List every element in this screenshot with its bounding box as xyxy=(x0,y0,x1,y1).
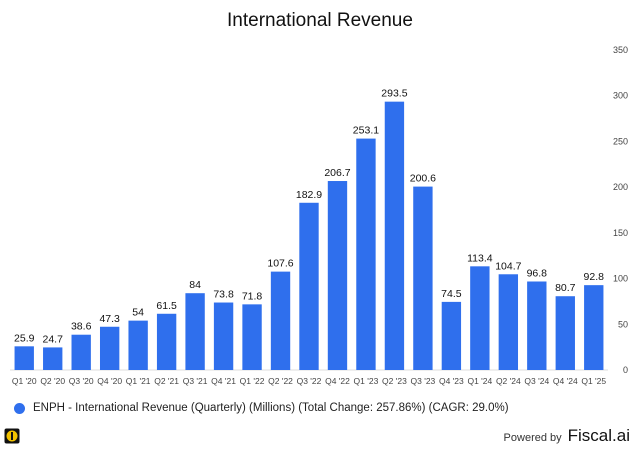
bar[interactable] xyxy=(242,304,262,370)
data-label: 113.4 xyxy=(467,252,493,264)
data-label: 54 xyxy=(132,307,144,319)
legend-marker xyxy=(14,402,25,414)
data-label: 61.5 xyxy=(156,300,177,312)
bar[interactable] xyxy=(128,320,148,370)
x-tick-label: Q1 '24 xyxy=(467,376,492,386)
bar[interactable] xyxy=(441,301,462,370)
bar[interactable] xyxy=(356,138,376,370)
data-label: 92.8 xyxy=(584,271,605,283)
x-tick-label: Q1 '23 xyxy=(354,376,379,386)
y-tick-label: 300 xyxy=(613,91,628,101)
x-tick-label: Q3 '23 xyxy=(411,376,436,386)
powered-by-label: Powered by xyxy=(503,432,562,444)
x-tick-label: Q1 '21 xyxy=(126,376,151,386)
y-tick-label: 0 xyxy=(623,365,628,375)
company-logo-icon xyxy=(4,428,20,444)
data-label: 84 xyxy=(189,279,201,291)
bar[interactable] xyxy=(270,271,291,370)
x-tick-label: Q2 '23 xyxy=(382,376,407,386)
x-tick-label: Q3 '22 xyxy=(297,376,322,386)
data-label: 104.7 xyxy=(495,260,521,272)
powered-by[interactable]: Powered by Fiscal.ai xyxy=(504,426,630,446)
data-label: 200.6 xyxy=(410,173,436,185)
data-label: 182.9 xyxy=(296,189,322,201)
x-tick-label: Q2 '20 xyxy=(40,376,65,386)
data-label: 47.3 xyxy=(99,313,120,325)
data-label: 80.7 xyxy=(555,282,576,294)
x-tick-label: Q4 '20 xyxy=(97,376,122,386)
bar[interactable] xyxy=(99,326,120,370)
y-tick-label: 50 xyxy=(618,319,628,329)
brand-name: Fiscal.ai xyxy=(567,426,630,445)
x-tick-label: Q4 '22 xyxy=(325,376,350,386)
y-tick-label: 150 xyxy=(613,228,628,238)
bar[interactable] xyxy=(555,296,575,370)
x-tick-label: Q2 '24 xyxy=(496,376,521,386)
bar[interactable] xyxy=(156,313,177,370)
bar[interactable] xyxy=(470,266,490,370)
chart-title: International Revenue xyxy=(227,10,413,31)
data-label: 96.8 xyxy=(527,267,548,279)
x-tick-label: Q1 '25 xyxy=(581,376,606,386)
x-tick-label: Q2 '21 xyxy=(154,376,179,386)
bar[interactable] xyxy=(413,186,433,370)
x-tick-label: Q2 '22 xyxy=(268,376,293,386)
x-tick-label: Q4 '23 xyxy=(439,376,464,386)
data-label: 71.8 xyxy=(242,290,263,302)
bar[interactable] xyxy=(14,346,34,370)
data-label: 74.5 xyxy=(441,288,462,300)
data-label: 25.9 xyxy=(14,332,35,344)
bar[interactable] xyxy=(43,347,63,370)
data-label: 24.7 xyxy=(42,333,63,345)
data-label: 73.8 xyxy=(213,289,234,301)
data-label: 206.7 xyxy=(324,167,350,179)
bar[interactable] xyxy=(327,181,348,370)
bar[interactable] xyxy=(584,285,604,370)
x-tick-label: Q3 '24 xyxy=(524,376,549,386)
x-tick-label: Q4 '24 xyxy=(553,376,578,386)
legend[interactable]: ENPH - International Revenue (Quarterly)… xyxy=(14,402,509,414)
x-tick-label: Q4 '21 xyxy=(211,376,236,386)
bar[interactable] xyxy=(498,274,519,370)
legend-label: ENPH - International Revenue (Quarterly)… xyxy=(33,402,509,414)
y-tick-label: 350 xyxy=(613,45,628,55)
bar[interactable] xyxy=(527,281,547,370)
data-label: 38.6 xyxy=(71,321,92,333)
bar[interactable] xyxy=(299,202,319,370)
bar[interactable] xyxy=(213,302,234,370)
x-tick-label: Q1 '20 xyxy=(12,376,37,386)
x-tick-label: Q3 '20 xyxy=(69,376,94,386)
y-tick-label: 250 xyxy=(613,136,628,146)
y-tick-label: 200 xyxy=(613,182,628,192)
bar[interactable] xyxy=(185,293,205,370)
x-tick-label: Q3 '21 xyxy=(183,376,208,386)
data-label: 253.1 xyxy=(353,125,379,137)
x-tick-label: Q1 '22 xyxy=(240,376,265,386)
data-label: 107.6 xyxy=(267,258,293,270)
data-label: 293.5 xyxy=(381,88,407,100)
bar[interactable] xyxy=(71,334,91,370)
y-tick-label: 100 xyxy=(613,274,628,284)
bar[interactable] xyxy=(384,101,405,371)
